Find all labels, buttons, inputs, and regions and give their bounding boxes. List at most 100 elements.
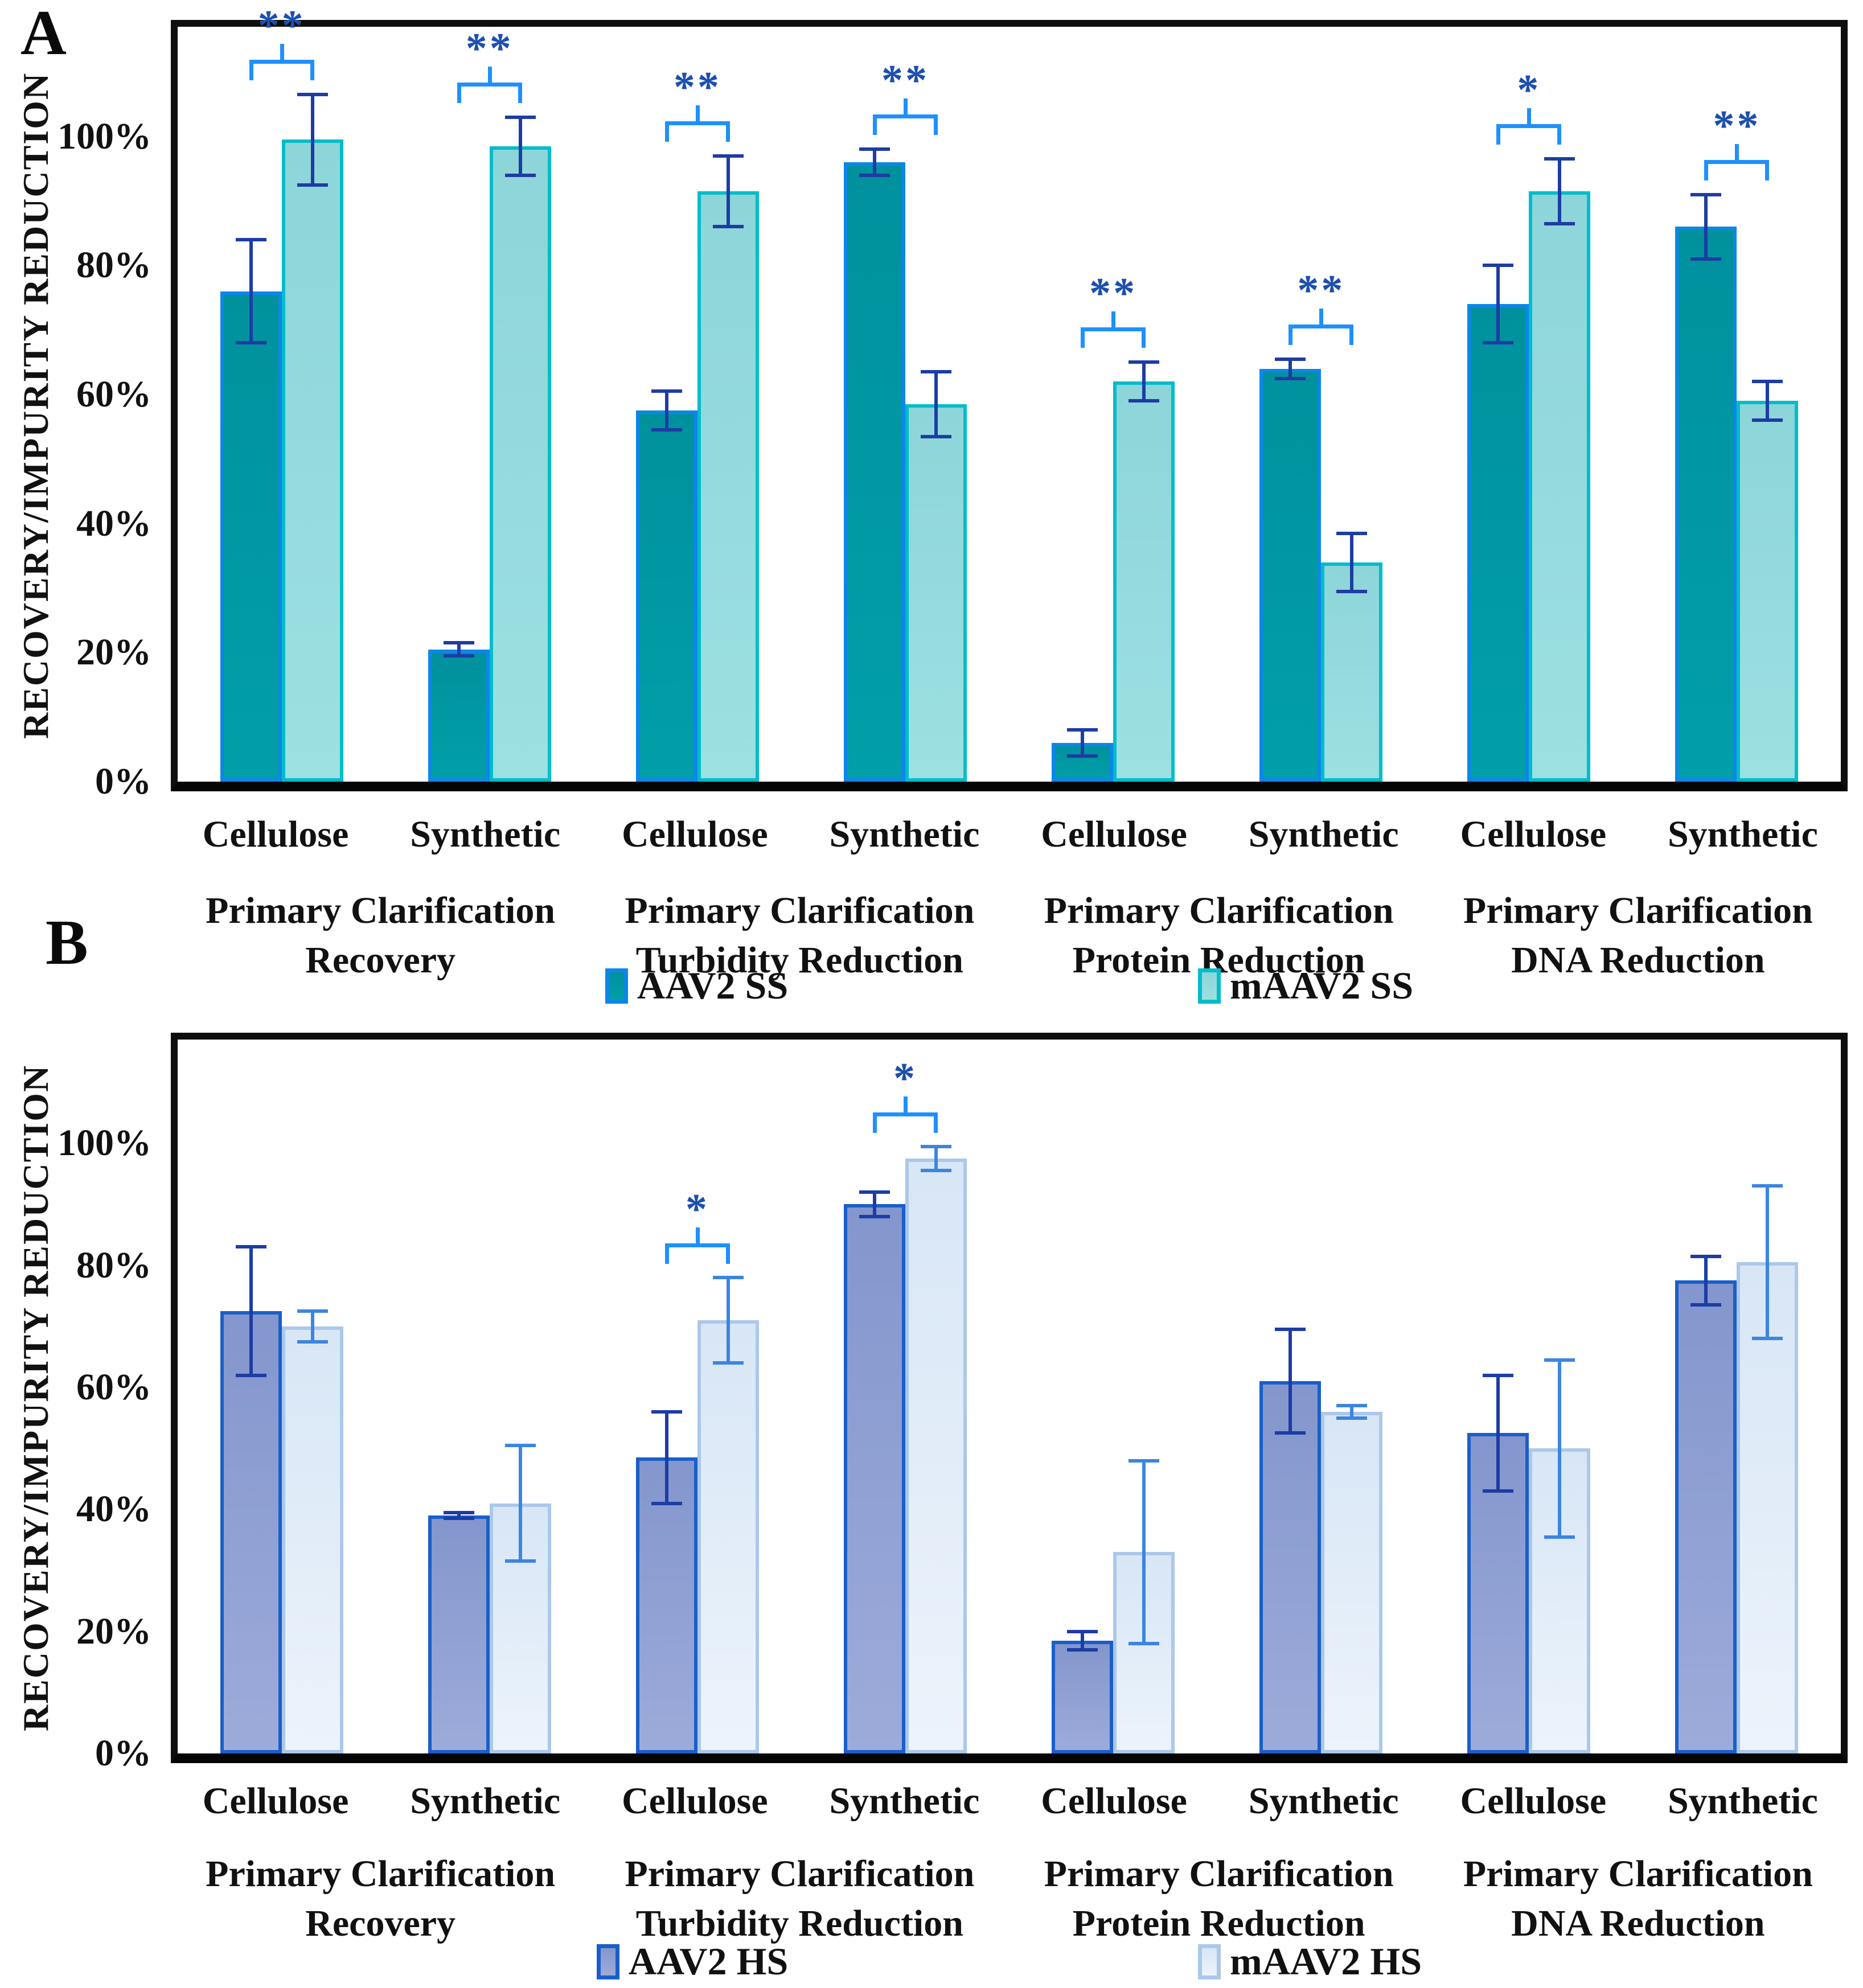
error-bar-cap xyxy=(1067,1648,1098,1652)
bracket-line xyxy=(457,82,461,103)
error-bar-cap xyxy=(1690,192,1722,196)
significance-label: ** xyxy=(257,2,306,50)
bar-maav2-hs xyxy=(1113,1552,1175,1753)
error-bar xyxy=(1496,265,1500,343)
error-bar xyxy=(1142,1460,1146,1644)
x-category-label: Cellulose xyxy=(1041,814,1187,855)
legend-panel-a: AAV2 SS mAAV2 SS xyxy=(171,963,1848,1008)
bracket-line xyxy=(903,1096,908,1112)
plot-inner-panel-a: 0% 20% 40% 60% 80% 100% ** ** ** ** ** ** * ** xyxy=(58,4,1841,800)
legend-item-aav2-hs: AAV2 HS xyxy=(596,1939,789,1984)
error-bar-cap xyxy=(712,1276,744,1280)
bracket-line xyxy=(1081,327,1146,332)
bar-pair: ** xyxy=(843,27,967,782)
significance-label: ** xyxy=(1297,266,1345,314)
error-bar xyxy=(310,1311,314,1342)
error-bar xyxy=(726,1278,730,1363)
legend-label: AAV2 HS xyxy=(628,1940,789,1983)
error-bar-cap xyxy=(1129,1459,1160,1463)
bar-pair: ** xyxy=(635,27,759,782)
error-bar xyxy=(872,149,876,175)
y-tick-label: 20% xyxy=(76,631,151,673)
y-tick-label: 40% xyxy=(76,502,151,544)
error-bar-cap xyxy=(1275,376,1306,380)
x-category-label: Synthetic xyxy=(1667,1780,1818,1822)
bracket-line xyxy=(1319,308,1324,325)
bar-aav2-ss xyxy=(220,291,282,782)
error-bar-cap xyxy=(235,1245,266,1249)
bar-group xyxy=(1217,1040,1425,1753)
error-bar xyxy=(518,117,522,175)
x-category-label: Cellulose xyxy=(202,814,349,855)
significance-label: * xyxy=(893,1054,917,1102)
bar-group: ** xyxy=(1217,27,1425,782)
error-bar xyxy=(1496,1375,1500,1492)
error-bar-cap xyxy=(1752,418,1783,422)
error-bar xyxy=(1350,533,1354,592)
group-caption-text: Primary Clarification Protein Reduction xyxy=(1044,890,1394,981)
group-caption-text: Primary Clarification Protein Reduction xyxy=(1044,1853,1394,1945)
bar-aav2-hs xyxy=(635,1457,697,1753)
error-bar xyxy=(1766,381,1770,421)
bracket-line xyxy=(487,66,492,83)
bracket-line xyxy=(933,114,938,135)
error-bar-cap xyxy=(859,173,890,177)
group-captions-panel-b: Primary Clarification Recovery Primary Cl… xyxy=(171,1849,1848,1948)
bar-aav2-hs xyxy=(1675,1280,1737,1753)
x-category-label: Cellulose xyxy=(1460,1780,1607,1822)
error-bar-cap xyxy=(1544,1535,1575,1539)
error-bar-cap xyxy=(1336,1404,1368,1408)
error-bar-cap xyxy=(651,428,682,432)
bracket-line xyxy=(664,121,669,142)
bracket-line xyxy=(518,82,522,103)
error-bar-cap xyxy=(920,1144,951,1148)
error-bar xyxy=(249,240,253,343)
bar-maav2-ss xyxy=(489,146,551,782)
group-caption-text: Primary Clarification Recovery xyxy=(206,890,556,981)
bar-aav2-ss xyxy=(428,649,490,782)
error-bar xyxy=(1558,1359,1562,1537)
bar-pair: * xyxy=(1467,27,1591,782)
error-bar-cap xyxy=(1129,1642,1160,1646)
error-bar-cap xyxy=(651,389,682,393)
legend-label: mAAV2 SS xyxy=(1230,964,1414,1007)
group-caption: Primary Clarification Recovery xyxy=(171,886,590,985)
legend-label: mAAV2 HS xyxy=(1230,1940,1422,1983)
bracket-line xyxy=(933,1112,938,1133)
error-bar-cap xyxy=(712,154,744,158)
legend-swatch-maav2-hs xyxy=(1198,1944,1221,1979)
x-category-label: Synthetic xyxy=(1667,814,1818,855)
bar-group: * xyxy=(593,1040,801,1753)
error-bar-cap xyxy=(1752,1184,1783,1188)
error-bar xyxy=(1288,1329,1292,1434)
bracket-line xyxy=(664,1243,730,1248)
bar-pair: * xyxy=(843,1040,967,1753)
bar-pair xyxy=(1052,1040,1175,1753)
group-caption: Primary Clarification DNA Reduction xyxy=(1429,886,1848,985)
error-bar xyxy=(1081,1631,1085,1650)
error-bar-cap xyxy=(1483,1489,1514,1493)
bracket-line xyxy=(664,121,730,125)
error-bar-cap xyxy=(235,238,266,242)
y-tick-label: 60% xyxy=(76,373,151,415)
error-bar-cap xyxy=(1275,357,1306,361)
error-bar-cap xyxy=(1483,341,1514,345)
error-bar-cap xyxy=(920,434,951,438)
error-bar-cap xyxy=(1544,1358,1575,1362)
error-bar xyxy=(1704,1256,1708,1305)
bar-maav2-ss xyxy=(1321,562,1383,782)
bracket-line xyxy=(695,1227,700,1244)
error-bar-cap xyxy=(1483,1373,1514,1377)
y-tick-label: 0% xyxy=(95,761,151,802)
x-category-label: Synthetic xyxy=(1248,814,1399,855)
error-bar-cap xyxy=(1752,1337,1783,1341)
bracket-line xyxy=(1557,124,1562,145)
error-bar-cap xyxy=(297,1340,328,1344)
bar-pair xyxy=(1675,1040,1799,1753)
group-caption-text: Primary Clarification Turbidity Reductio… xyxy=(625,890,975,981)
group-caption: Primary Clarification Protein Reduction xyxy=(1010,886,1429,985)
error-bar xyxy=(934,1146,938,1171)
bar-pair: * xyxy=(635,1040,759,1753)
error-bar-cap xyxy=(859,1190,890,1194)
bar-aav2-hs xyxy=(1259,1381,1322,1753)
